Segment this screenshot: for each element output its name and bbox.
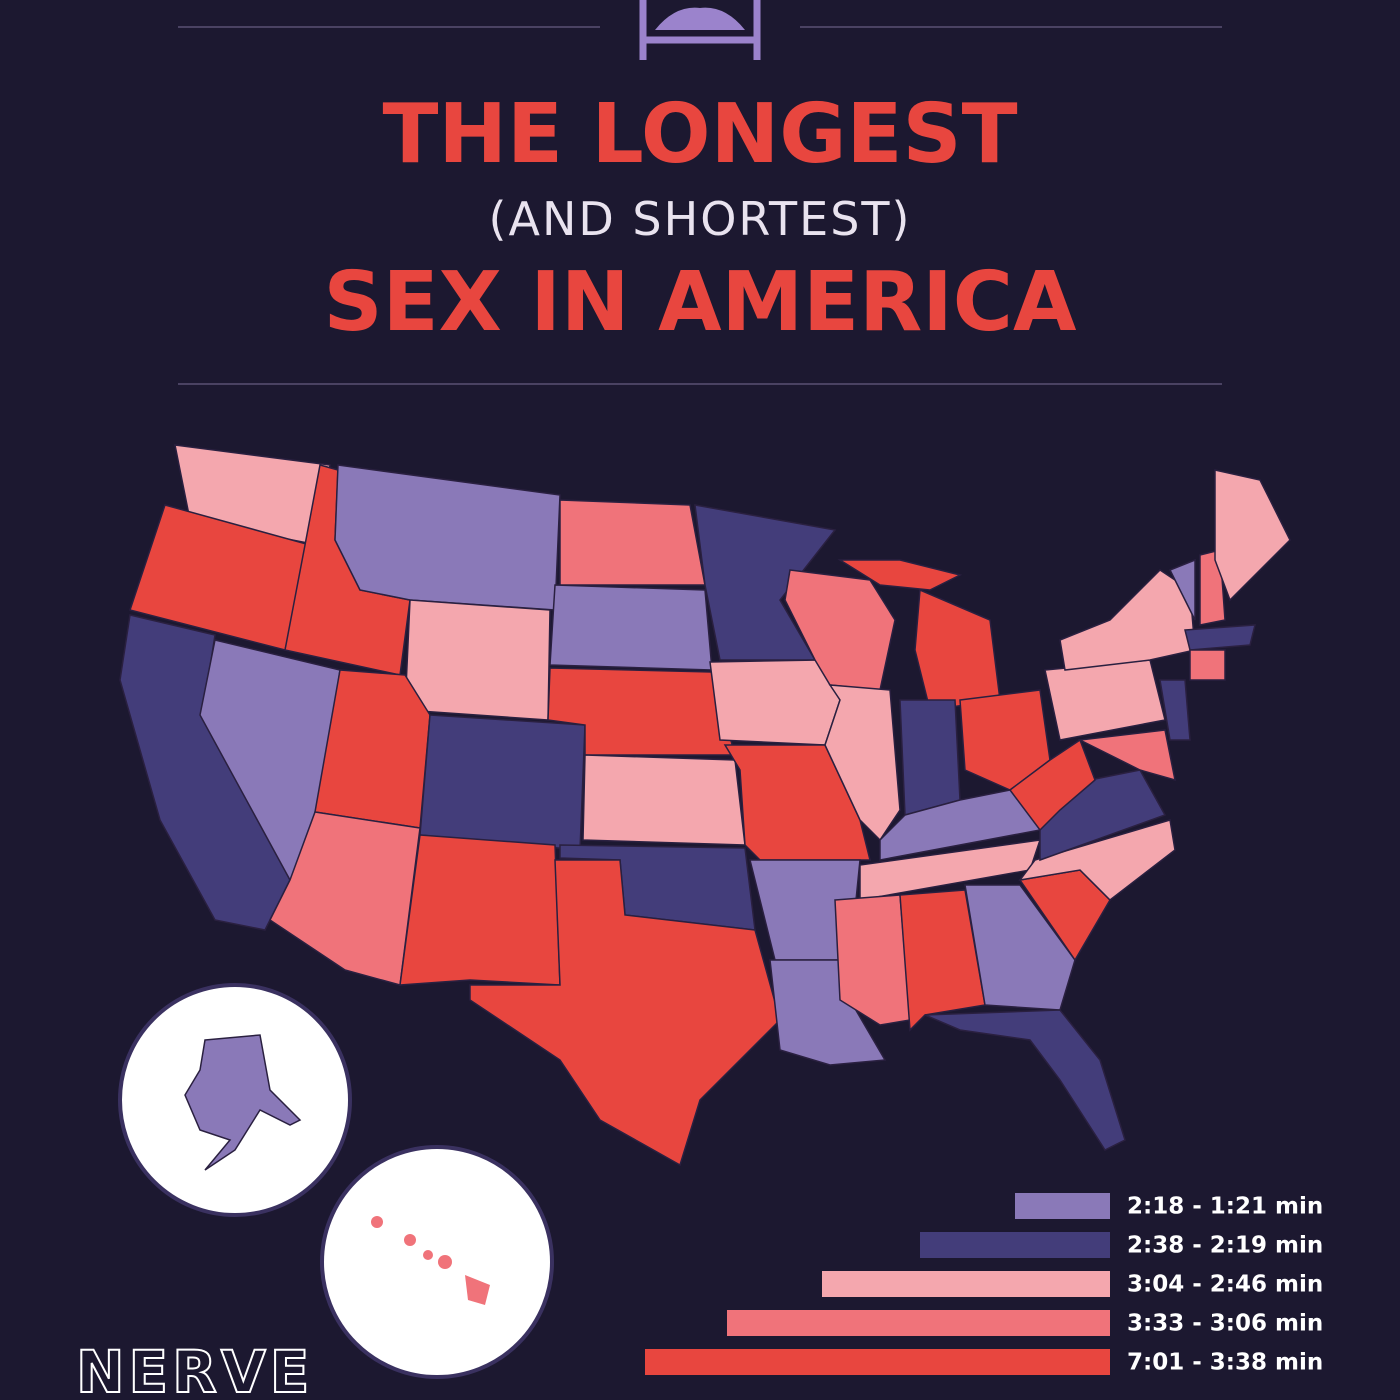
state — [1018, 819, 1176, 901]
legend-label: 2:18 - 1:21 min — [1127, 1194, 1323, 1220]
us-map — [119, 444, 1291, 1167]
hawaii — [371, 1216, 490, 1305]
legend-label: 3:04 - 2:46 min — [1127, 1272, 1323, 1298]
state — [1214, 469, 1291, 602]
state — [1077, 729, 1176, 782]
legend-swatch — [822, 1271, 1110, 1297]
state — [549, 584, 713, 671]
state — [1159, 679, 1191, 741]
title-line: SEX IN AMERICA — [324, 255, 1077, 350]
state — [837, 559, 963, 591]
subtitle-line: (AND SHORTEST) — [489, 192, 912, 246]
state — [1059, 569, 1196, 671]
state — [1168, 558, 1196, 621]
state — [404, 599, 551, 721]
hawaii-circle — [320, 1145, 554, 1379]
legend-swatch — [645, 1349, 1110, 1375]
state — [824, 684, 901, 842]
bed-icon — [639, 0, 761, 60]
legend-swatch — [727, 1310, 1110, 1336]
state — [899, 889, 986, 1032]
legend-label: 3:33 - 3:06 min — [1127, 1311, 1323, 1337]
legend-label: 2:38 - 2:19 min — [1127, 1233, 1323, 1259]
alaska — [184, 1034, 302, 1171]
state — [924, 1009, 1126, 1151]
legend: 2:18 - 1:21 min 2:38 - 2:19 min 3:04 - 2:4… — [645, 1193, 1323, 1376]
state — [399, 834, 561, 986]
state — [419, 714, 586, 851]
state — [469, 859, 781, 1167]
state — [1184, 624, 1256, 651]
title-line: THE LONGEST — [382, 87, 1017, 182]
brand-logo: NERVE — [76, 1338, 313, 1400]
state — [834, 894, 911, 1026]
legend-swatch — [1015, 1193, 1110, 1219]
legend-label: 7:01 - 3:38 min — [1127, 1350, 1323, 1376]
state — [964, 884, 1076, 1011]
legend-swatch — [920, 1232, 1110, 1258]
state — [709, 659, 841, 746]
state — [582, 754, 746, 846]
state — [1008, 738, 1096, 832]
state — [559, 499, 706, 586]
state — [899, 699, 961, 816]
state — [1189, 649, 1226, 681]
